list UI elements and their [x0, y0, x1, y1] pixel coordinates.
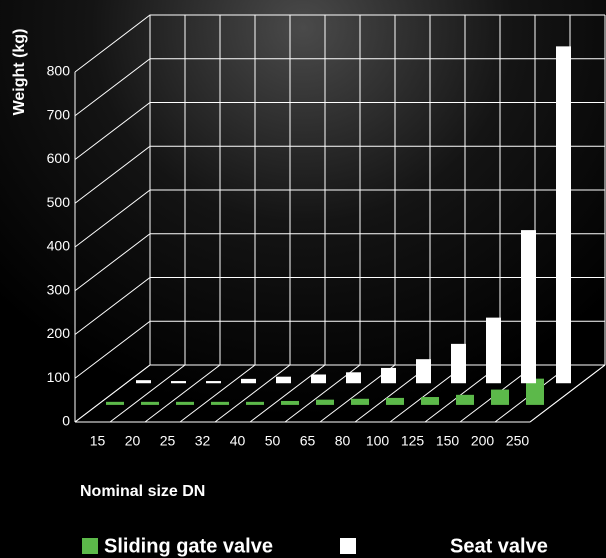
y-tick-label: 500: [47, 194, 71, 210]
floor-line: [109, 364, 186, 423]
bar: [281, 400, 299, 405]
bar: [136, 380, 151, 384]
x-tick-label: 65: [300, 433, 316, 449]
bar: [246, 401, 264, 405]
floor-line: [179, 364, 256, 423]
x-tick-label: 15: [90, 433, 106, 449]
x-tick-label: 150: [436, 433, 460, 449]
bar: [141, 401, 159, 405]
x-tick-label: 200: [471, 433, 495, 449]
bar: [351, 398, 369, 405]
bar: [451, 343, 466, 384]
bar: [106, 401, 124, 405]
bar: [316, 399, 334, 405]
bar: [486, 317, 501, 384]
x-tick-label: 100: [366, 433, 390, 449]
bar: [526, 378, 544, 405]
x-tick-label: 40: [230, 433, 246, 449]
bar: [276, 376, 291, 384]
legend-label: Seat valve: [450, 535, 548, 557]
bar: [556, 46, 571, 384]
legend-swatch: [82, 538, 98, 554]
floor-line: [529, 364, 606, 423]
bar: [491, 389, 509, 405]
bar: [311, 374, 326, 384]
legend-label: Sliding gate valve: [104, 535, 273, 557]
floor-line: [214, 364, 291, 423]
bar: [206, 381, 221, 384]
bar: [211, 401, 229, 405]
x-tick-label: 25: [160, 433, 176, 449]
y-tick-label: 800: [47, 63, 71, 79]
bar: [381, 367, 396, 384]
bar: [346, 372, 361, 384]
x-tick-label: 250: [506, 433, 530, 449]
bar: [416, 359, 431, 384]
y-tick-label: 0: [62, 413, 70, 429]
bar: [241, 378, 256, 384]
x-tick-label: 50: [265, 433, 281, 449]
bar: [421, 397, 439, 405]
y-tick-label: 600: [47, 150, 71, 166]
x-tick-label: 20: [125, 433, 141, 449]
y-tick-label: 700: [47, 106, 71, 122]
x-tick-label: 80: [335, 433, 351, 449]
floor-line: [144, 364, 221, 423]
x-axis-label: Nominal size DN: [80, 483, 205, 500]
y-tick-label: 300: [47, 281, 71, 297]
y-axis-label: Weight (kg): [11, 29, 28, 116]
bar: [176, 401, 194, 405]
x-tick-label: 125: [401, 433, 425, 449]
y-tick-label: 200: [47, 325, 71, 341]
legend-swatch: [340, 538, 356, 554]
bar: [171, 381, 186, 384]
bar: [386, 397, 404, 405]
bar: [456, 394, 474, 405]
bar: [521, 230, 536, 384]
x-tick-label: 32: [195, 433, 211, 449]
y-tick-label: 100: [47, 369, 71, 385]
floor-line: [74, 364, 151, 423]
y-tick-label: 400: [47, 238, 71, 254]
